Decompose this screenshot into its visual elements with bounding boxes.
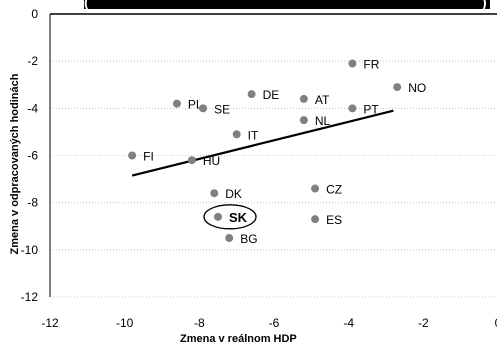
data-point-pt — [348, 104, 357, 113]
data-point-es — [311, 215, 320, 224]
data-label-at: AT — [315, 93, 330, 107]
data-label-cz: CZ — [326, 183, 342, 197]
y-tick-label: -4 — [27, 101, 38, 115]
data-label-nl: NL — [315, 114, 331, 128]
y-tick-labels: 0 -2 -4 -6 -8 -10 -12 — [21, 7, 39, 304]
axes — [49, 13, 497, 297]
trendline — [131, 109, 394, 177]
x-tick-label: -8 — [194, 316, 205, 330]
data-point-de — [247, 90, 256, 99]
data-point-sk — [214, 212, 222, 221]
x-tick-label: -6 — [269, 316, 280, 330]
data-label-hu: HU — [203, 154, 220, 168]
data-point-nl — [299, 116, 308, 125]
data-point-dk — [210, 189, 219, 198]
data-label-it: IT — [248, 128, 259, 142]
x-tick-label: 0 — [495, 316, 497, 330]
chart-title-end: ) — [482, 0, 487, 10]
chart-title: ( — [84, 0, 89, 10]
y-tick-label: -8 — [27, 196, 38, 210]
data-label-bg: BG — [240, 232, 257, 246]
x-axis-title: Zmena v reálnom HDP — [180, 333, 297, 345]
data-point-fi — [128, 151, 137, 160]
data-point-hu — [187, 156, 196, 165]
data-label-no: NO — [408, 81, 426, 95]
x-tick-label: -10 — [116, 316, 134, 330]
data-point-no — [393, 83, 402, 92]
title-band — [84, 0, 490, 9]
data-point-fr — [348, 59, 357, 68]
data-label-pt: PT — [363, 102, 379, 116]
data-point-se — [199, 104, 208, 113]
data-label-fr: FR — [363, 58, 379, 72]
data-label-es: ES — [326, 213, 342, 227]
data-point-cz — [311, 184, 320, 193]
data-point-bg — [225, 234, 234, 243]
y-tick-label: -10 — [21, 243, 39, 257]
y-tick-label: -2 — [27, 54, 38, 68]
data-label-fi: FI — [143, 150, 154, 164]
x-tick-label: -12 — [41, 316, 59, 330]
y-tick-label: -12 — [21, 290, 39, 304]
data-label-se: SE — [214, 102, 230, 116]
data-label-dk: DK — [225, 187, 242, 201]
data-label-de: DE — [263, 88, 280, 102]
data-label-sk: SK — [229, 210, 248, 225]
highlight-ellipse — [203, 204, 257, 230]
trendline-group — [131, 109, 394, 177]
x-tick-labels: -12 -10 -8 -6 -4 -2 0 — [41, 316, 497, 330]
data-point-it — [232, 130, 241, 139]
y-tick-label: -6 — [27, 149, 38, 163]
y-tick-label: 0 — [31, 7, 38, 21]
data-point-at — [299, 94, 308, 103]
x-tick-label: -2 — [418, 316, 429, 330]
x-tick-label: -4 — [343, 316, 354, 330]
y-axis-title: Zmena v odpracovaných hodinách — [9, 73, 21, 254]
data-point-pl — [172, 99, 181, 108]
